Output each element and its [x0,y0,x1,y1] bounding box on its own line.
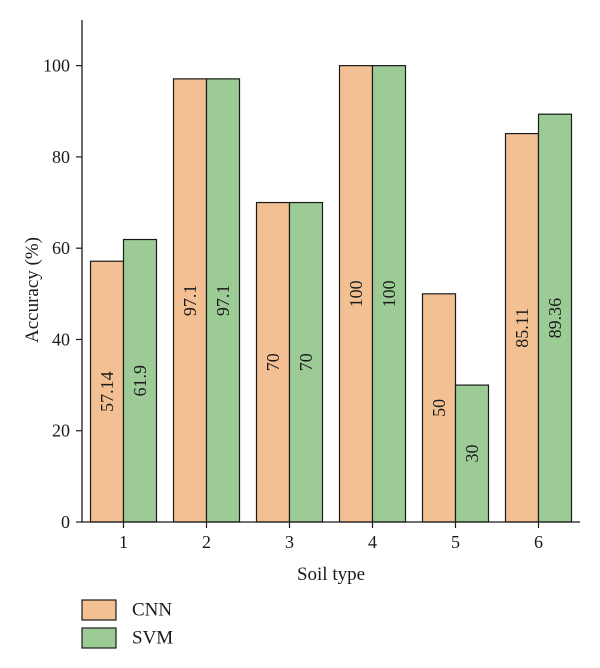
axes-layer: 0 20 40 60 80 100 1 2 3 4 5 6 [43,20,580,552]
bar-svm-6 [537,113,573,523]
legend-swatch-cnn [81,599,117,621]
data-label-svm-3: 70 [296,353,316,371]
bar-svm-3 [288,201,324,523]
legend-label-svm: SVM [132,628,173,649]
y-tick-label-100: 100 [43,56,70,76]
x-tick-label-5: 5 [451,532,460,552]
data-label-cnn-3: 70 [263,353,283,371]
bar-svm-5 [454,384,490,523]
labels-layer: 57.14 61.9 97.1 97.1 70 70 100 100 50 30 85.11 89.3… [97,280,565,462]
x-tick-label-4: 4 [368,532,377,552]
legend-label-cnn: CNN [132,600,172,621]
data-label-svm-6: 89.36 [545,298,565,339]
bars-layer [89,65,573,523]
y-tick-label-0: 0 [61,512,70,532]
data-label-svm-2: 97.1 [213,285,233,317]
bar-cnn-2 [172,78,208,523]
x-tick-label-2: 2 [202,532,211,552]
data-label-cnn-1: 57.14 [97,371,117,412]
x-axis-title: Soil type [297,564,365,585]
x-tick-label-3: 3 [285,532,294,552]
data-label-svm-5: 30 [462,445,482,463]
bar-svm-4 [371,65,407,523]
y-tick-label-40: 40 [52,329,70,349]
data-label-cnn-5: 50 [429,399,449,417]
data-label-cnn-2: 97.1 [180,285,200,317]
data-label-svm-4: 100 [379,280,399,307]
y-axis-title: Accuracy (%) [22,237,43,343]
data-label-cnn-6: 85.11 [512,308,532,348]
x-tick-label-6: 6 [534,532,543,552]
bar-cnn-1 [89,260,125,523]
y-tick-label-60: 60 [52,238,70,258]
bar-svm-1 [122,238,158,523]
data-label-cnn-4: 100 [346,280,366,307]
y-tick-label-20: 20 [52,421,70,441]
x-tick-label-1: 1 [119,532,128,552]
legend-swatch-svm [81,627,117,649]
y-tick-label-80: 80 [52,147,70,167]
bar-svm-2 [205,78,241,523]
data-label-svm-1: 61.9 [130,365,150,397]
legend: CNN SVM [81,599,173,649]
